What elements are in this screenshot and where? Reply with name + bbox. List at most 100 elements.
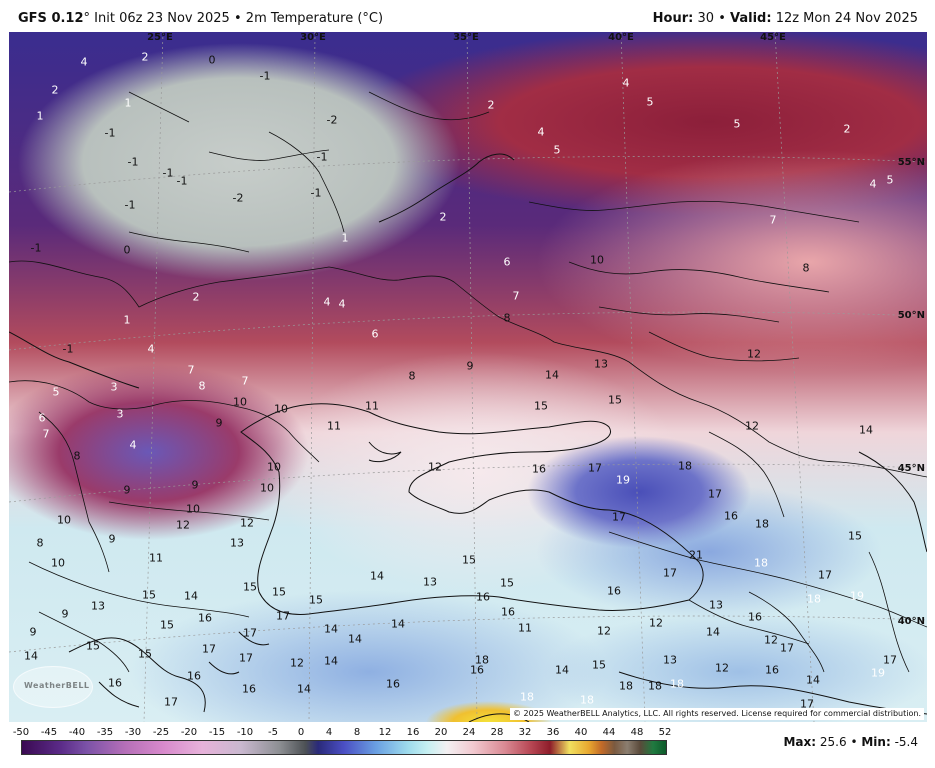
- temperature-value: 14: [706, 625, 720, 639]
- map-boundaries: [9, 32, 927, 722]
- temperature-value: 14: [297, 682, 311, 696]
- temperature-value: 17: [818, 568, 832, 582]
- color-scale-tick: -15: [208, 727, 226, 738]
- temperature-value: 9: [108, 532, 116, 546]
- temperature-value: 4: [338, 297, 346, 311]
- temperature-value: 12: [715, 661, 729, 675]
- color-scale-tick: 44: [602, 727, 616, 738]
- temperature-value: 10: [51, 556, 65, 570]
- valid-separator: •: [718, 11, 726, 26]
- temperature-value: 12: [745, 419, 759, 433]
- temperature-value: 9: [61, 607, 69, 621]
- temperature-value: 4: [323, 295, 331, 309]
- temperature-value: 1: [36, 109, 44, 123]
- temperature-value: 15: [272, 585, 286, 599]
- temperature-value: 10: [186, 502, 200, 516]
- color-scale-tick: -20: [180, 727, 198, 738]
- temperature-value: 6: [371, 327, 379, 341]
- lat-label-40: 40°N: [897, 616, 925, 627]
- temperature-value: 14: [324, 622, 338, 636]
- temperature-value: 13: [594, 357, 608, 371]
- temperature-value: 15: [500, 576, 514, 590]
- temperature-value: 2: [141, 50, 149, 64]
- temperature-value: 16: [187, 669, 201, 683]
- temperature-value: -1: [316, 150, 328, 164]
- temperature-value: 18: [475, 653, 489, 667]
- temperature-value: 19: [616, 473, 630, 487]
- graticule: [9, 32, 927, 722]
- temperature-value: 14: [806, 673, 820, 687]
- color-scale-tick: -25: [152, 727, 170, 738]
- max-value: 25.6: [819, 735, 847, 749]
- temperature-value: 15: [309, 593, 323, 607]
- map-title: GFS 0.12° Init 06z 23 Nov 2025 • 2m Temp…: [18, 12, 383, 26]
- temperature-value: 0: [123, 243, 131, 257]
- color-scale-tick: 28: [490, 727, 504, 738]
- temperature-value: 4: [622, 76, 630, 90]
- temperature-value: 18: [619, 679, 633, 693]
- temperature-value: 18: [755, 517, 769, 531]
- temperature-value: 15: [608, 393, 622, 407]
- color-scale-tick: 4: [325, 727, 333, 738]
- temperature-value: 7: [187, 363, 195, 377]
- temperature-value: 16: [242, 682, 256, 696]
- temperature-value: 2: [487, 98, 495, 112]
- temperature-value: 10: [233, 395, 247, 409]
- temperature-value: -1: [127, 155, 139, 169]
- temperature-value: 16: [108, 676, 122, 690]
- temperature-value: 16: [386, 677, 400, 691]
- maxmin-separator: •: [850, 735, 858, 749]
- min-label: Min:: [861, 735, 891, 749]
- color-scale-tick: 16: [406, 727, 420, 738]
- temperature-value: 14: [370, 569, 384, 583]
- temperature-value: 12: [649, 616, 663, 630]
- lon-label-45: 45°E: [760, 32, 786, 43]
- color-scale-tick: -40: [68, 727, 86, 738]
- color-scale: -50 -45 -40 -35 -30 -25 -20 -15 -10 -5 0 4 8 12 16 20 24…: [13, 727, 671, 767]
- temperature-value: 9: [215, 416, 223, 430]
- temperature-value: 13: [91, 599, 105, 613]
- temperature-value: 15: [592, 658, 606, 672]
- color-scale-bar: [21, 740, 667, 755]
- temperature-value: 11: [518, 621, 532, 635]
- temperature-value: 14: [324, 654, 338, 668]
- temperature-value: 13: [663, 653, 677, 667]
- valid-value: 12z Mon 24 Nov 2025: [775, 11, 918, 26]
- color-scale-tick: -50: [12, 727, 30, 738]
- temperature-value: 3: [110, 380, 118, 394]
- temperature-value: 2: [192, 290, 200, 304]
- temperature-value: 0: [208, 53, 216, 67]
- temperature-value: 4: [80, 55, 88, 69]
- temperature-value: -1: [176, 174, 188, 188]
- title-separator: •: [233, 11, 242, 26]
- color-scale-tick: -5: [268, 727, 278, 738]
- temperature-value: 16: [198, 611, 212, 625]
- temperature-value: 19: [871, 666, 885, 680]
- copyright-notice: © 2025 WeatherBELL Analytics, LLC. All r…: [510, 708, 924, 720]
- temperature-value: 5: [886, 173, 894, 187]
- temperature-value: -1: [30, 241, 42, 255]
- temperature-value: 19: [850, 589, 864, 603]
- temperature-value: 15: [86, 639, 100, 653]
- lat-label-55: 55°N: [897, 157, 925, 168]
- color-scale-tick: 48: [630, 727, 644, 738]
- temperature-value: 4: [869, 177, 877, 191]
- lon-label-40: 40°E: [608, 32, 634, 43]
- temperature-value: 14: [555, 663, 569, 677]
- temperature-value: 1: [123, 313, 131, 327]
- color-scale-tick: -10: [236, 727, 254, 738]
- temperature-value: 12: [240, 516, 254, 530]
- max-min-readout: Max: 25.6 • Min: -5.4: [783, 735, 918, 749]
- temperature-value: 14: [391, 617, 405, 631]
- temperature-value: 18: [754, 556, 768, 570]
- temperature-value: 10: [274, 402, 288, 416]
- temperature-value: 4: [129, 438, 137, 452]
- temperature-map: 2 4 0 -1 2 1 1 -2 -1 -1 -1 -1 -1 -1 -2 -1 -1 0 1 2 2 4 4 1 6 4 -1 2…: [9, 32, 927, 722]
- temperature-value: 16: [724, 509, 738, 523]
- temperature-value: 1: [124, 96, 132, 110]
- country-borders: [9, 91, 927, 673]
- color-scale-tick: 36: [546, 727, 560, 738]
- temperature-value: 12: [764, 633, 778, 647]
- temperature-value: 12: [176, 518, 190, 532]
- color-scale-tick: -45: [40, 727, 58, 738]
